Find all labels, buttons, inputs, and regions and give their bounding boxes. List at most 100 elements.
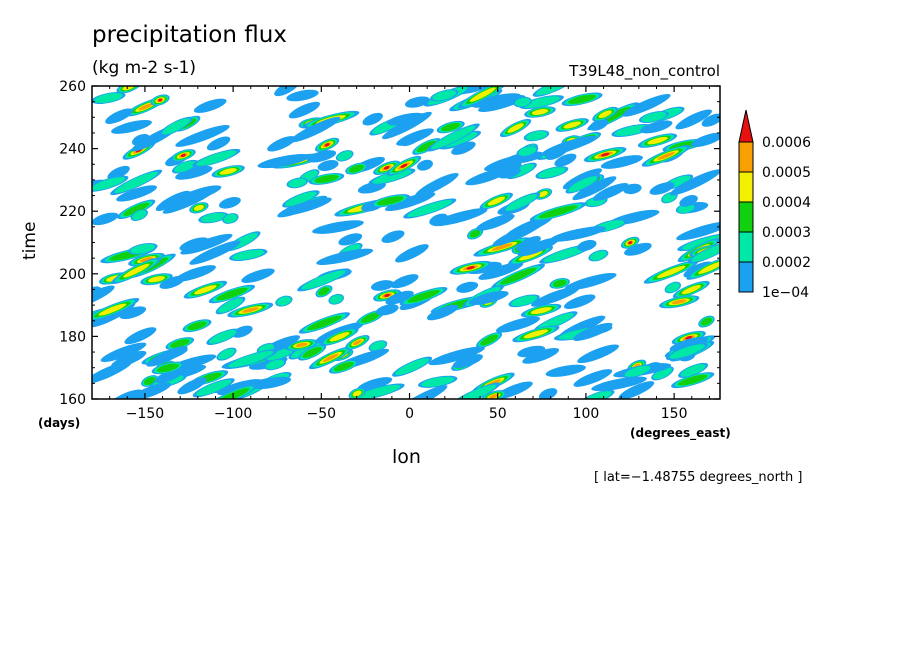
precip-cell (218, 196, 241, 209)
precip-cell (473, 237, 531, 257)
precip-cell (403, 198, 457, 219)
precip-cell (637, 133, 678, 148)
precip-cell (111, 350, 147, 368)
precip-cell (679, 195, 698, 207)
precip-cell (329, 359, 359, 374)
precip-cell (390, 274, 419, 289)
precip-cell (618, 381, 655, 399)
precip-cell (315, 285, 333, 298)
precip-cell (345, 335, 370, 350)
precip-cell (698, 315, 715, 328)
precip-cell (516, 236, 541, 252)
colorbar-label: 1e−04 (762, 285, 809, 301)
precip-cell (589, 118, 609, 131)
x-axis: −150 −100 −50 0 50 100 150 (109, 86, 710, 422)
precip-cell (264, 347, 296, 362)
precip-cell (492, 220, 546, 247)
precip-cell (182, 319, 212, 333)
colorbar-label: 0.0002 (762, 255, 811, 271)
y-tick-label: 180 (59, 329, 86, 345)
precip-cell (308, 346, 353, 370)
precip-cell (669, 336, 709, 352)
precip-cell (132, 382, 172, 399)
precip-cell (457, 86, 508, 109)
precip-cell (672, 280, 710, 299)
precip-cell (267, 136, 296, 152)
precip-cell (640, 120, 673, 134)
precip-cell (111, 257, 162, 285)
precip-cell (224, 349, 278, 370)
colorbar-label: 0.0004 (762, 195, 811, 211)
precip-cell (286, 177, 309, 189)
precip-cell (572, 322, 613, 341)
precip-cell (399, 287, 448, 306)
colorbar-arrow (738, 109, 754, 143)
precip-cell (549, 226, 606, 242)
precip-cell (643, 260, 699, 284)
precip-cell (92, 92, 126, 104)
precip-cell (468, 290, 509, 306)
precip-cell (513, 96, 532, 108)
precip-cell (502, 192, 541, 213)
precip-cell (154, 368, 184, 384)
x-tick-label: 100 (573, 406, 600, 422)
precip-cell (290, 116, 341, 143)
precip-cell (282, 190, 320, 208)
precip-cell (517, 237, 559, 257)
precip-cell (298, 312, 351, 334)
precip-cell (150, 94, 170, 106)
precip-cell (275, 295, 293, 307)
precip-cell (572, 176, 617, 201)
precip-cell (368, 340, 388, 352)
precip-cell (503, 151, 544, 164)
precip-cell (659, 295, 700, 309)
precip-cell (368, 168, 416, 186)
precip-cell (257, 154, 311, 169)
y-axis-unit: (days) (38, 416, 81, 430)
precip-cell (577, 344, 619, 364)
y-tick-label: 240 (59, 142, 86, 158)
precip-cell (449, 260, 492, 275)
y-axis: 160 180 200 220 240 260 (59, 79, 720, 408)
precip-cell (624, 242, 652, 256)
precip-cell (592, 106, 619, 122)
precip-cell (264, 358, 287, 371)
precip-cell (192, 148, 241, 168)
precip-cell (92, 175, 129, 192)
precip-cell (564, 272, 617, 291)
y-tick-label: 160 (59, 392, 86, 408)
precip-cell (217, 379, 263, 396)
precip-cell (227, 302, 274, 318)
precip-cell (375, 304, 399, 316)
precip-cell (241, 268, 275, 283)
precip-cell (177, 377, 207, 395)
precip-cell (554, 153, 577, 167)
precip-cell (320, 327, 359, 346)
precip-cell (475, 213, 515, 231)
precip-cell (193, 98, 227, 113)
precip-cell (517, 345, 546, 358)
precip-cell (151, 361, 185, 375)
precip-cell (398, 385, 448, 399)
precip-cell (222, 213, 239, 224)
precip-cell (512, 325, 560, 343)
precip-cell (622, 364, 653, 378)
x-axis-unit: (degrees_east) (630, 426, 731, 440)
precip-cell (328, 293, 344, 305)
precip-cell (307, 150, 337, 163)
precip-cell (128, 243, 158, 255)
precip-cell (524, 106, 556, 118)
precip-cell (229, 248, 268, 262)
precip-cell (105, 108, 133, 124)
x-tick-label: −150 (126, 406, 164, 422)
precip-cell (516, 145, 539, 157)
precip-cell (183, 280, 228, 299)
precip-cell (362, 112, 383, 126)
precip-cell (573, 369, 613, 387)
precip-cell (231, 325, 253, 338)
precip-cell (415, 172, 459, 197)
x-tick-label: 150 (661, 406, 688, 422)
precip-cell (395, 244, 429, 263)
precip-cell (189, 202, 209, 214)
precip-cell (671, 372, 715, 389)
